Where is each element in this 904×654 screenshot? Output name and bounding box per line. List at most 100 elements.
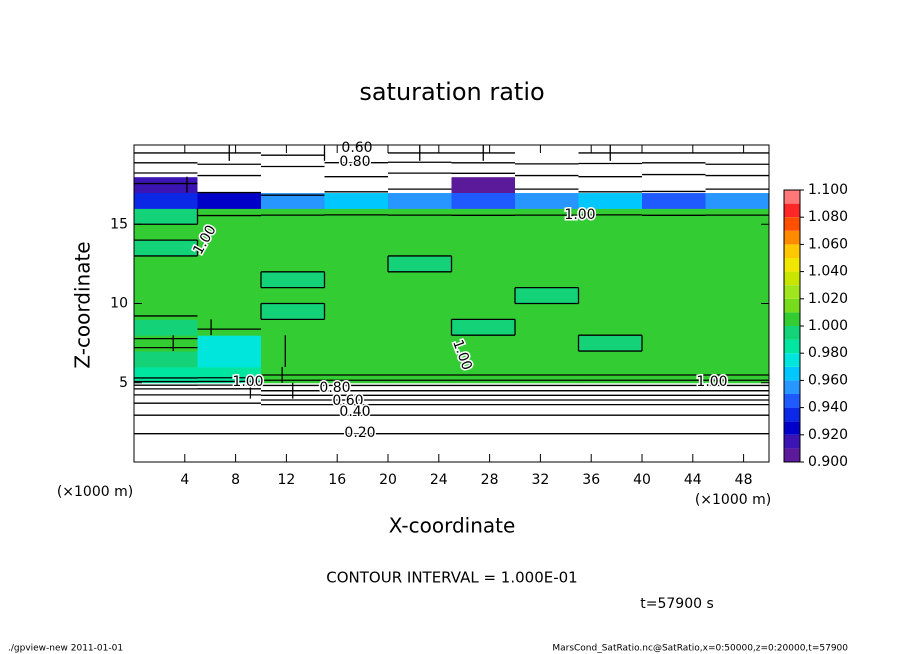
colorbar-tick-label: 1.080 <box>808 209 848 225</box>
cell <box>705 176 770 194</box>
colorbar-tick-label: 1.100 <box>808 182 848 198</box>
colorbar-swatch <box>784 203 800 218</box>
cell <box>515 398 579 415</box>
cell <box>197 192 262 209</box>
cell <box>578 255 643 273</box>
colorbar-tick-label: 0.960 <box>808 372 848 388</box>
x-unit-label: (×1000 m) <box>57 484 133 500</box>
cell <box>705 319 770 336</box>
cell <box>451 255 516 273</box>
cell <box>451 271 516 289</box>
cell <box>134 446 198 463</box>
cell <box>705 255 770 273</box>
cell <box>324 414 389 431</box>
cell <box>388 414 452 431</box>
colorbar-swatch <box>784 190 800 204</box>
cell <box>388 430 452 447</box>
colorbar-swatch <box>784 271 800 286</box>
cell <box>451 335 516 352</box>
cell <box>324 287 389 304</box>
cell <box>388 271 452 289</box>
cell <box>134 430 198 447</box>
cell <box>197 176 262 194</box>
cell <box>197 335 262 352</box>
cell <box>578 192 643 209</box>
cell <box>197 303 262 320</box>
cell <box>515 192 579 209</box>
colorbar-swatch <box>784 353 800 367</box>
cell <box>388 319 452 336</box>
contour-label: 1.00 <box>232 374 263 390</box>
contour-label: 1.00 <box>564 207 595 223</box>
cell <box>642 446 706 463</box>
cell <box>134 192 198 209</box>
cell <box>388 303 452 320</box>
cell <box>515 414 579 431</box>
x-tick-label: 48 <box>735 472 753 488</box>
cell <box>705 303 770 320</box>
cell <box>197 430 262 447</box>
y-tick-label: 5 <box>119 375 128 391</box>
colorbar-tick-label: 0.940 <box>808 400 848 416</box>
cell <box>515 255 579 273</box>
contour-label: 0.80 <box>319 380 350 396</box>
cell <box>578 319 643 336</box>
cell <box>261 145 325 162</box>
colorbar-swatch <box>784 258 800 272</box>
cell <box>134 287 198 304</box>
cell <box>261 398 325 415</box>
cell <box>261 303 325 320</box>
cell <box>388 287 452 304</box>
cell <box>197 255 262 273</box>
cell <box>324 145 389 162</box>
cell <box>705 192 770 209</box>
cell <box>642 398 706 415</box>
cell <box>578 414 643 431</box>
cell <box>197 271 262 289</box>
cell <box>388 176 452 194</box>
cell <box>134 414 198 431</box>
colorbar-tick-label: 0.900 <box>808 454 848 470</box>
cell <box>705 160 770 178</box>
cell <box>642 351 706 368</box>
cell <box>578 335 643 352</box>
contour-label: 0.60 <box>341 140 372 156</box>
x-tick-label: 32 <box>531 472 549 488</box>
y-tick-label: 10 <box>110 296 128 312</box>
cell <box>642 271 706 289</box>
cell <box>388 240 452 257</box>
colorbar-swatch <box>784 394 800 408</box>
cell <box>578 224 643 241</box>
cell <box>515 208 579 225</box>
colorbar-swatch <box>784 326 800 340</box>
cell <box>324 398 389 415</box>
colorbar-tick-label: 1.040 <box>808 264 848 280</box>
cell <box>134 176 198 194</box>
cell <box>324 351 389 368</box>
cell <box>197 208 262 225</box>
cell <box>705 351 770 368</box>
cell <box>515 145 579 162</box>
cell <box>388 335 452 352</box>
cell <box>197 319 262 336</box>
cell <box>642 192 706 209</box>
cell <box>515 240 579 257</box>
cell <box>324 160 389 178</box>
cell <box>515 160 579 178</box>
x-tick-label: 4 <box>180 472 189 488</box>
cell <box>705 446 770 463</box>
colorbar-swatch <box>784 434 800 449</box>
colorbar-tick-label: 1.060 <box>808 236 848 252</box>
cell <box>134 335 198 352</box>
cell <box>261 255 325 273</box>
cell <box>324 224 389 241</box>
contour-label: 0.60 <box>332 393 363 409</box>
cell <box>578 240 643 257</box>
cell <box>197 414 262 431</box>
x-tick-label: 20 <box>379 472 397 488</box>
colorbar-swatch <box>784 339 800 354</box>
cell <box>705 335 770 352</box>
cell <box>705 430 770 447</box>
cell <box>515 351 579 368</box>
cell <box>134 303 198 320</box>
